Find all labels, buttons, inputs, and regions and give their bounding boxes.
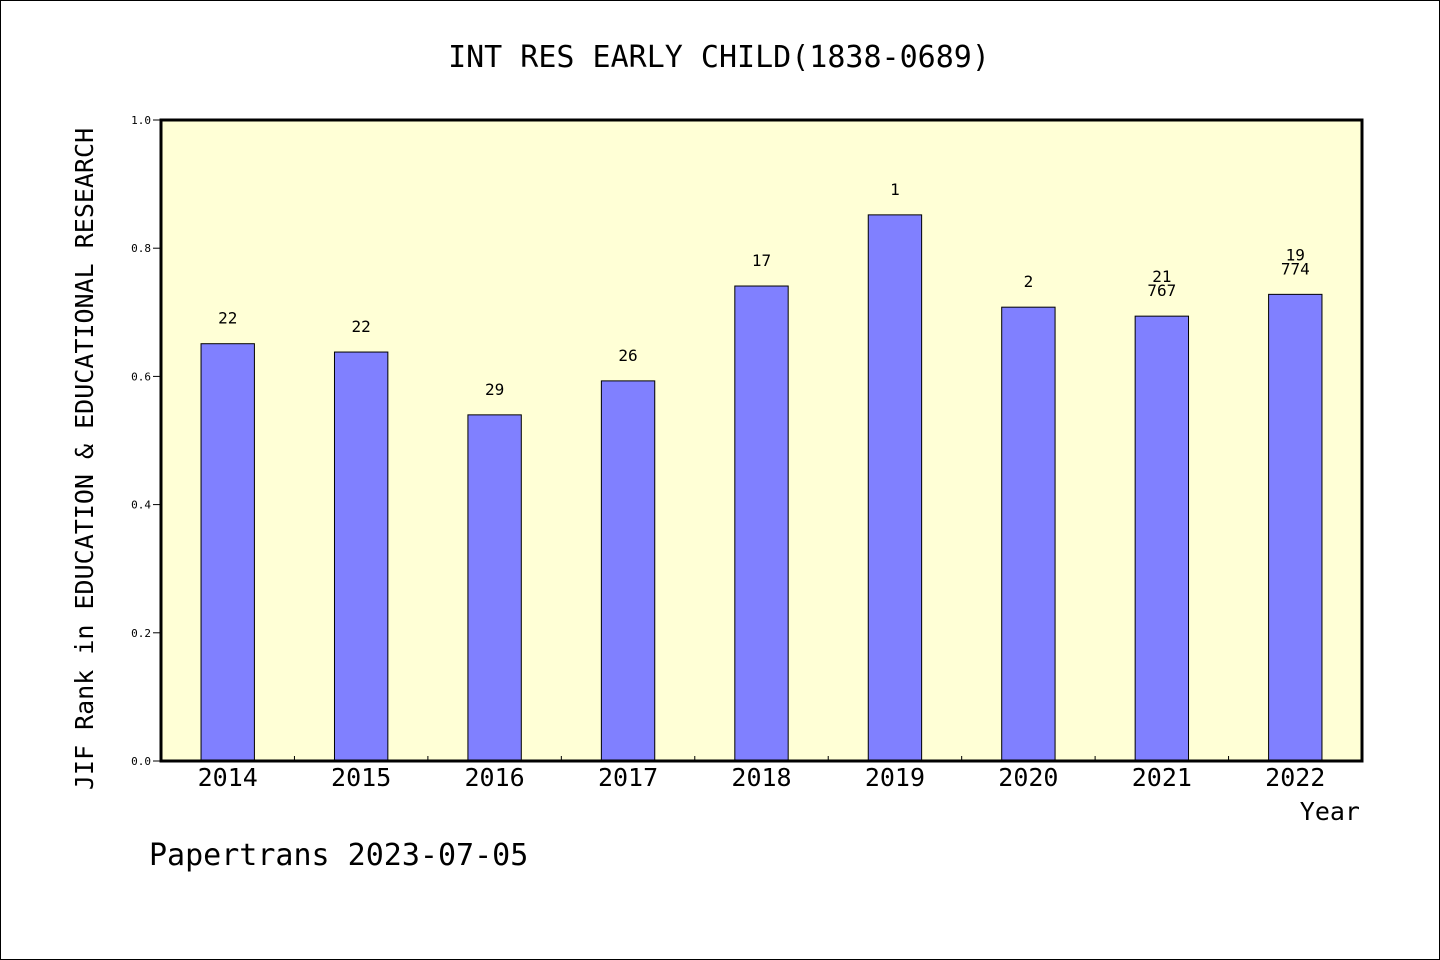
bar	[1134, 315, 1190, 762]
y-tick-label: 0.8	[131, 242, 151, 255]
data-label: 17	[752, 251, 771, 270]
chart-title: INT RES EARLY CHILD(1838-0689)	[448, 40, 990, 75]
x-tick-label: 2015	[331, 763, 391, 792]
plot-border	[159, 118, 1364, 763]
data-label: 1	[890, 180, 900, 199]
data-label: 2	[1024, 272, 1034, 291]
x-tick-label: 2016	[465, 763, 525, 792]
y-tick-label: 0.6	[131, 370, 151, 383]
x-tick-label: 2020	[998, 763, 1058, 792]
bar	[333, 351, 389, 762]
data-label: 767	[1147, 281, 1176, 300]
plot-area: 0.0 0.2 0.4 0.6 0.8 1.0 2014 22 2015 22 2016 29 2017…	[131, 114, 1364, 792]
data-label: 21	[1152, 267, 1171, 286]
x-tick-label: 2022	[1265, 763, 1325, 792]
y-tick-label: 0.4	[131, 499, 151, 512]
x-axis-label: Year	[1300, 797, 1360, 826]
bar	[200, 343, 255, 762]
bar	[867, 214, 923, 762]
y-tick-label: 1.0	[131, 114, 151, 127]
y-axis-label: JIF Rank in EDUCATION & EDUCATIONAL RESE…	[70, 128, 99, 790]
data-label: 26	[618, 346, 637, 365]
x-tick-label: 2017	[598, 763, 658, 792]
x-tick-label: 2021	[1132, 763, 1192, 792]
x-tick-label: 2018	[731, 763, 791, 792]
bar	[467, 414, 522, 762]
bar	[600, 380, 656, 762]
data-label: 29	[485, 380, 504, 399]
y-tick-label: 0.2	[131, 627, 151, 640]
data-label: 22	[218, 309, 237, 328]
data-label: 22	[352, 317, 371, 336]
bar	[1268, 293, 1323, 762]
bar	[734, 285, 789, 762]
data-label: 774	[1281, 259, 1310, 278]
x-tick-label: 2014	[198, 763, 258, 792]
footer-credit: Papertrans 2023-07-05	[149, 838, 528, 873]
data-label: 19	[1286, 245, 1305, 264]
x-tick-label: 2019	[865, 763, 925, 792]
y-tick-label: 0.0	[131, 755, 151, 768]
bar	[1001, 306, 1056, 762]
